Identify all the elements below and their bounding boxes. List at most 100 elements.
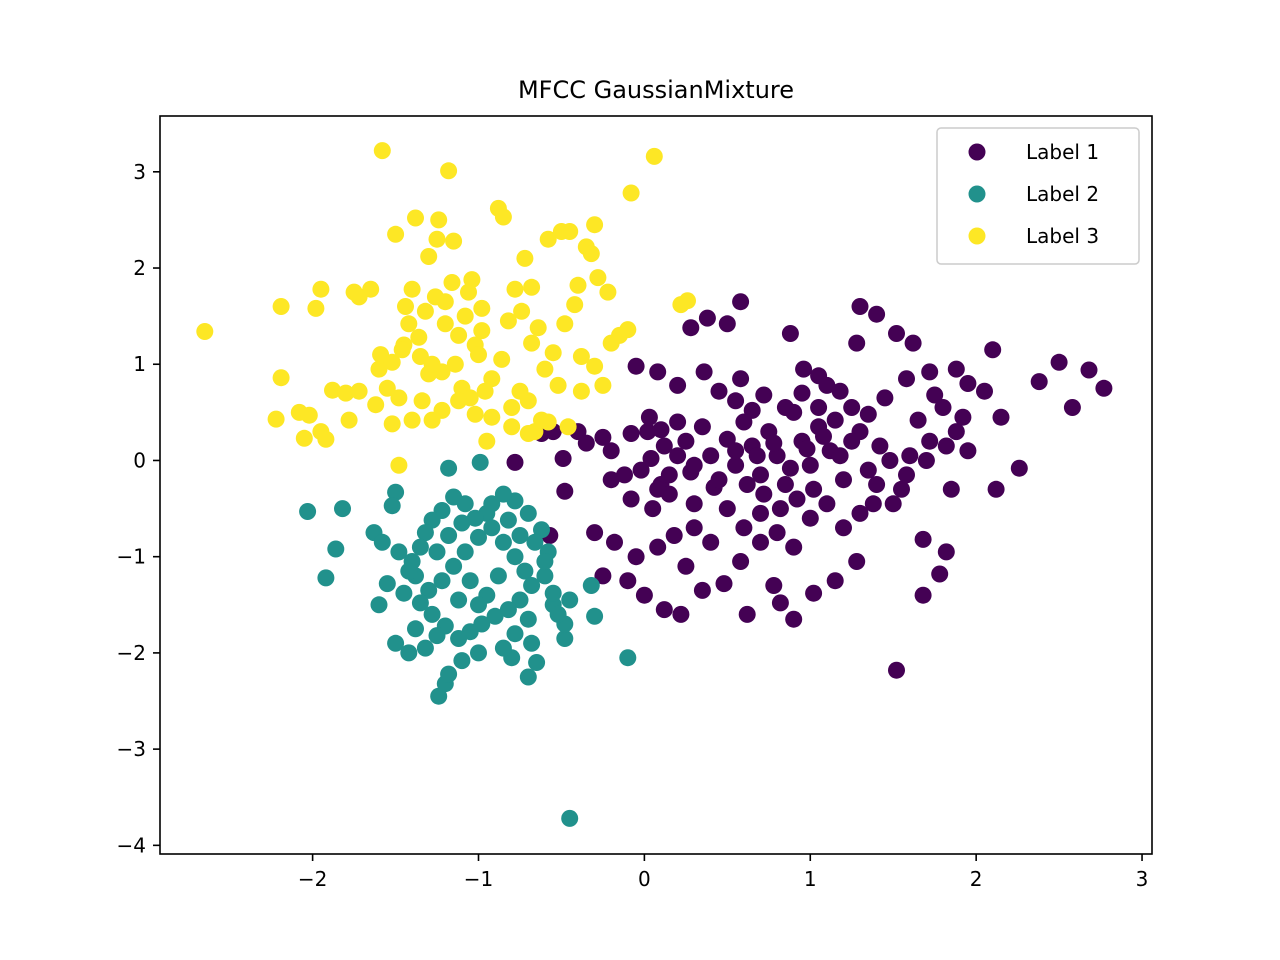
point-series-2: [519, 668, 537, 686]
point-series-3: [410, 328, 428, 346]
point-series-2: [420, 581, 438, 599]
point-series-3: [476, 382, 494, 400]
point-series-1: [649, 538, 667, 556]
point-series-3: [470, 346, 487, 364]
x-tick-label: −1: [464, 867, 493, 891]
point-series-1: [506, 453, 524, 471]
point-series-2: [453, 514, 471, 532]
point-series-1: [851, 298, 869, 315]
point-series-2: [486, 607, 504, 625]
point-series-3: [549, 376, 567, 394]
y-axis: −4 −3 −2 −1 0 1 2 3: [117, 160, 160, 857]
point-series-1: [876, 389, 894, 407]
point-series-3: [337, 384, 355, 402]
point-series-3: [450, 392, 468, 410]
point-series-1: [665, 527, 683, 544]
point-series-3: [572, 382, 590, 400]
point-series-3: [393, 341, 411, 359]
point-series-1: [864, 495, 882, 513]
point-series-1: [937, 437, 955, 455]
point-series-2: [407, 620, 424, 638]
point-series-2: [400, 562, 418, 580]
point-series-3: [390, 389, 408, 407]
point-series-1: [652, 421, 670, 439]
point-series-1: [755, 485, 773, 503]
point-series-3: [267, 410, 285, 428]
point-series-2: [561, 809, 579, 827]
point-series-2: [489, 567, 507, 585]
point-series-2: [470, 528, 487, 546]
point-series-3: [523, 334, 541, 352]
point-series-1: [649, 480, 667, 498]
point-series-1: [954, 408, 972, 426]
point-series-1: [831, 447, 849, 465]
point-series-2: [327, 540, 345, 558]
point-series-2: [533, 521, 550, 539]
point-series-1: [888, 661, 905, 679]
point-series-3: [456, 307, 474, 325]
point-series-2: [536, 567, 554, 585]
point-series-1: [848, 553, 866, 570]
point-series-3: [622, 184, 640, 202]
point-series-1: [1050, 353, 1068, 371]
point-series-1: [976, 382, 993, 400]
legend-box: [936, 127, 1140, 265]
point-series-2: [299, 503, 317, 520]
point-series-2: [519, 610, 537, 628]
point-series-1: [752, 466, 769, 484]
point-series-3: [383, 415, 401, 433]
point-series-1: [901, 447, 919, 465]
point-series-1: [594, 428, 612, 446]
point-series-2: [445, 488, 463, 506]
point-series-2: [516, 562, 534, 580]
point-series-1: [765, 577, 783, 594]
point-series-3: [450, 326, 468, 344]
point-series-1: [622, 490, 640, 508]
point-series-1: [644, 500, 662, 518]
point-series-1: [727, 392, 745, 410]
point-series-1: [798, 440, 816, 458]
point-series-3: [594, 376, 612, 394]
point-series-2: [445, 557, 463, 575]
point-series-3: [463, 271, 481, 289]
point-series-3: [506, 280, 524, 298]
point-series-3: [556, 315, 574, 333]
point-series-3: [420, 248, 438, 265]
point-series-2: [471, 453, 489, 471]
point-series-1: [947, 423, 965, 441]
point-series-3: [503, 418, 521, 436]
point-series-3: [390, 456, 408, 474]
point-series-1: [669, 413, 687, 431]
point-series-2: [511, 527, 529, 544]
point-series-2: [450, 591, 468, 609]
point-series-3: [466, 405, 484, 423]
point-series-1: [881, 452, 899, 469]
point-series-2: [519, 504, 537, 522]
point-series-2: [411, 594, 429, 612]
point-series-1: [682, 319, 700, 337]
point-series-1: [735, 519, 753, 537]
point-series-1: [710, 471, 728, 489]
point-series-1: [718, 315, 736, 333]
point-series-1: [655, 437, 673, 455]
y-tick-label: 0: [133, 448, 146, 472]
point-series-1: [718, 500, 736, 518]
point-series-3: [433, 401, 451, 419]
point-series-2: [483, 519, 501, 537]
point-series-3: [400, 315, 418, 333]
point-series-1: [921, 432, 939, 450]
point-series-1: [781, 459, 799, 477]
point-series-1: [672, 605, 690, 623]
point-series-1: [987, 480, 1005, 498]
point-series-1: [871, 437, 889, 455]
point-series-1: [752, 504, 769, 522]
point-series-3: [483, 370, 501, 388]
point-series-1: [639, 423, 657, 441]
point-series-3: [383, 353, 401, 371]
point-series-1: [738, 605, 756, 623]
point-series-1: [771, 594, 789, 612]
point-series-1: [931, 565, 949, 583]
point-series-3: [413, 392, 431, 410]
point-series-1: [826, 411, 844, 429]
point-series-1: [904, 334, 922, 352]
